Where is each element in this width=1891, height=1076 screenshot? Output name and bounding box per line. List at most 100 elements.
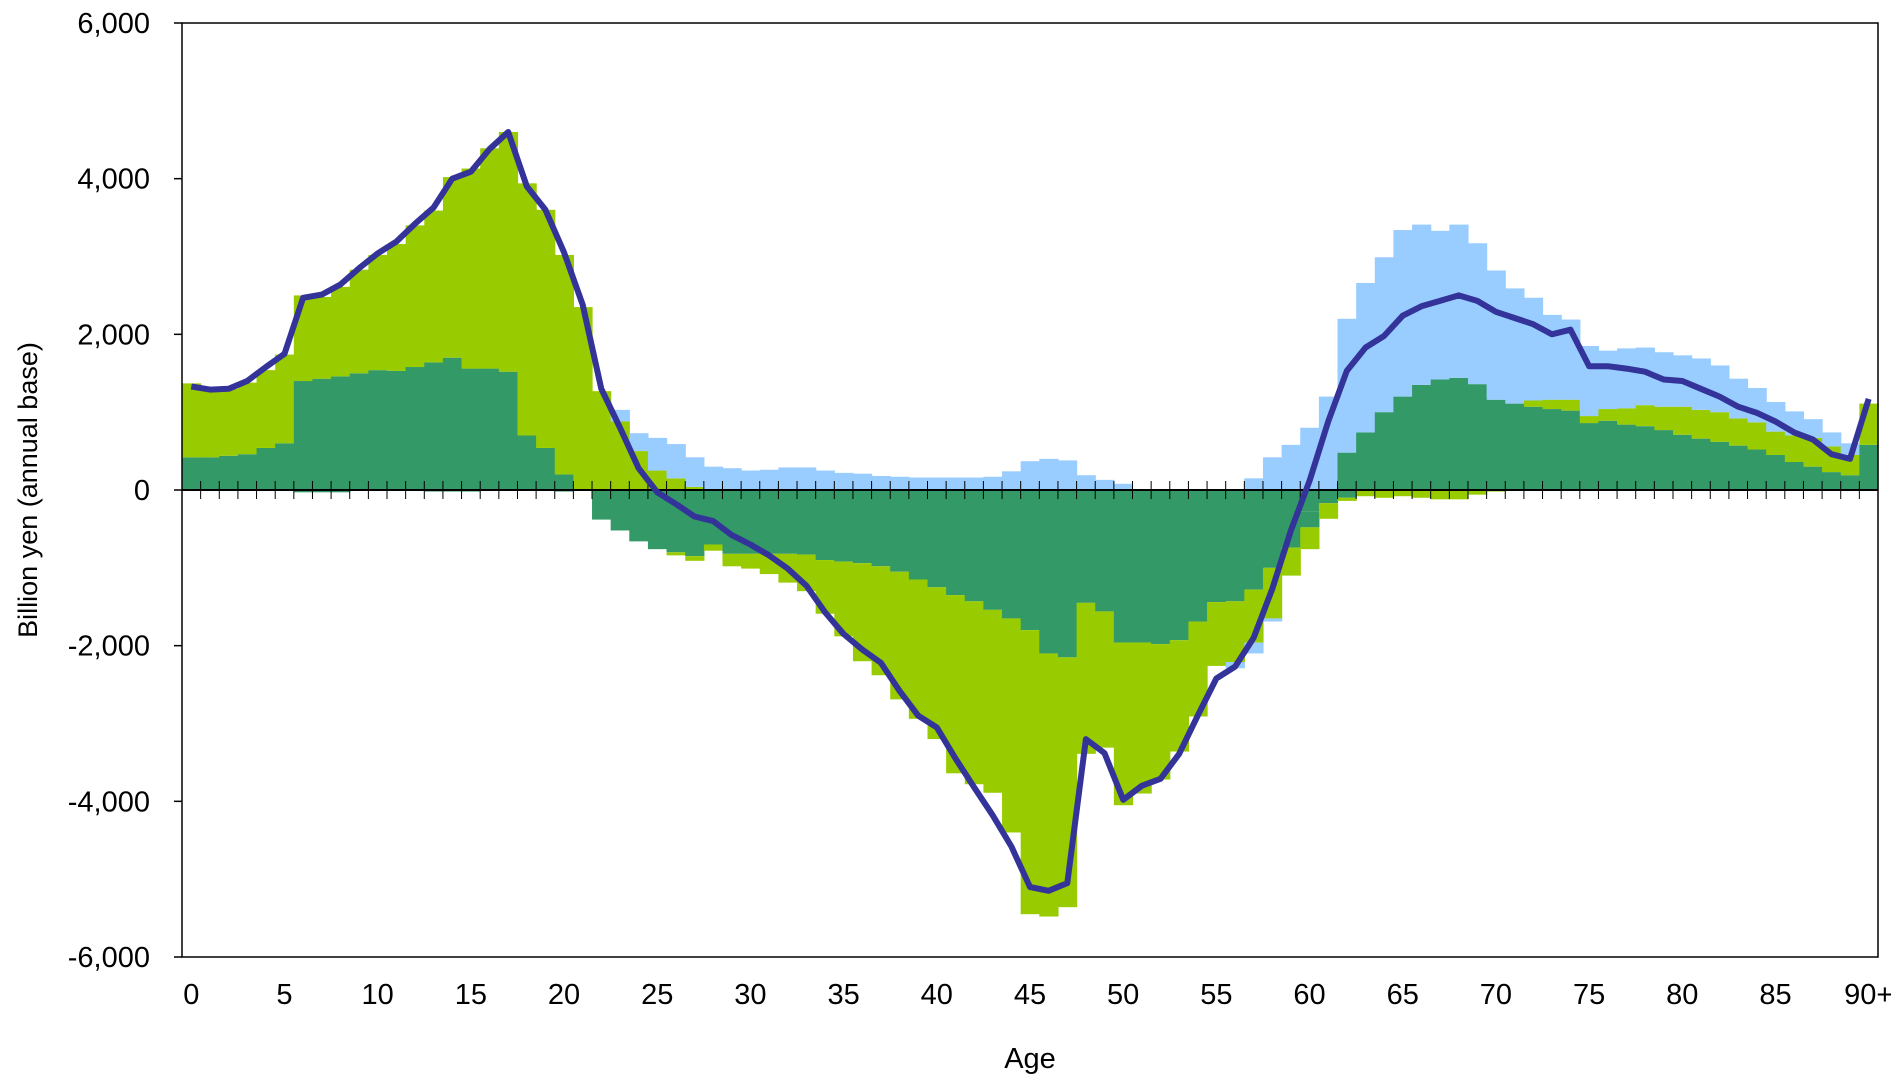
bar-series1-age-67 <box>1430 379 1450 490</box>
bar-series2-age-9 <box>349 269 369 374</box>
bar-series1-age-73 <box>1542 409 1562 490</box>
bar-series3-age-47 <box>1057 460 1078 490</box>
bar-series1-age-63 <box>1356 432 1376 490</box>
bar-series1-age-27 <box>685 490 705 557</box>
bar-series3-age-76 <box>1598 350 1618 410</box>
x-tick-label: 75 <box>1573 979 1605 1011</box>
bar-series2-age-11 <box>387 244 407 371</box>
bar-series3-age-31 <box>759 469 779 490</box>
bar-series3-age-32 <box>778 467 798 490</box>
bar-series1-age-58 <box>1262 490 1283 568</box>
bar-series1-age-68 <box>1449 377 1469 490</box>
bar-series2-neg-age-43 <box>983 609 1003 793</box>
bar-series2-age-8 <box>331 286 351 377</box>
bar-series1-age-29 <box>722 490 742 554</box>
bar-series2-neg-age-49 <box>1095 611 1115 748</box>
bar-series2-age-13 <box>424 210 444 363</box>
bar-series3-age-78 <box>1635 347 1655 406</box>
x-tick-label: 40 <box>921 979 953 1011</box>
bar-series1-age-7 <box>312 378 332 490</box>
bar-series1-age-89 <box>1840 475 1860 490</box>
bar-series1-age-2 <box>219 455 239 490</box>
bar-series1-age-90 <box>1859 444 1879 490</box>
bar-series2-age-83 <box>1728 418 1749 446</box>
bar-series2-age-14 <box>442 177 463 358</box>
bar-series2-age-27 <box>685 486 705 490</box>
bar-series1-age-77 <box>1617 424 1637 490</box>
bar-series1-age-44 <box>1002 490 1022 619</box>
bar-series1-age-31 <box>759 490 779 554</box>
bar-series2-neg-age-63 <box>1356 490 1376 497</box>
bar-series2-neg-age-54 <box>1188 621 1208 717</box>
bar-series1-age-10 <box>368 370 388 490</box>
bar-series3-age-46 <box>1039 458 1059 490</box>
bar-series2-age-2 <box>219 388 239 456</box>
bar-series1-age-9 <box>349 373 369 490</box>
bar-series2-age-86 <box>1784 435 1805 462</box>
bar-series3-age-72 <box>1523 297 1544 401</box>
bar-series1-age-65 <box>1393 396 1413 490</box>
bar-series3-age-23 <box>610 409 630 422</box>
bar-series3-age-82 <box>1710 365 1730 413</box>
bar-series1-neg-age-8 <box>331 490 351 493</box>
bar-series1-age-8 <box>331 376 351 490</box>
bar-series2-age-16 <box>480 148 500 369</box>
bar-series1-neg-age-62 <box>1337 490 1357 498</box>
bar-series2-age-74 <box>1561 399 1581 411</box>
bar-series3-age-45 <box>1020 461 1040 490</box>
bar-series3-age-25 <box>647 437 668 471</box>
bar-series1-age-87 <box>1803 466 1823 490</box>
bar-series2-neg-age-65 <box>1393 490 1413 497</box>
y-tick-label: -4,000 <box>68 786 150 818</box>
x-tick-label: 5 <box>276 979 292 1011</box>
bar-series1-age-16 <box>480 368 500 490</box>
bar-series1-age-56 <box>1225 490 1245 602</box>
bar-series1-age-45 <box>1020 490 1040 631</box>
bar-series2-neg-age-28 <box>703 544 724 551</box>
bar-series2-neg-age-34 <box>815 560 835 614</box>
bar-series3-age-36 <box>852 473 873 490</box>
bar-series2-age-1 <box>200 388 220 458</box>
bar-series1-age-6 <box>293 381 314 490</box>
bar-series3-age-87 <box>1803 419 1823 438</box>
bar-series1-age-18 <box>517 435 537 490</box>
bar-series2-age-12 <box>405 225 425 368</box>
y-axis-title: Billion yen (annual base) <box>13 342 43 638</box>
bar-series1-neg-age-61 <box>1318 490 1339 504</box>
bar-series3-neg-age-58 <box>1262 618 1283 622</box>
bar-series2-neg-age-48 <box>1076 602 1096 754</box>
bar-series1-age-36 <box>852 490 873 564</box>
bar-series3-age-29 <box>722 468 742 490</box>
bar-series2-age-79 <box>1654 406 1674 431</box>
bar-series3-age-58 <box>1262 457 1283 490</box>
bar-series2-age-22 <box>592 391 612 490</box>
bar-series1-age-48 <box>1076 490 1096 603</box>
bar-series3-age-30 <box>741 470 761 490</box>
bar-series1-age-14 <box>442 357 463 490</box>
bar-series3-age-43 <box>983 476 1003 490</box>
bar-series1-age-46 <box>1039 490 1059 654</box>
bar-series2-age-26 <box>666 478 686 490</box>
bar-series2-age-5 <box>275 354 295 444</box>
bar-series2-age-15 <box>461 168 481 369</box>
bar-series2-age-21 <box>573 307 593 490</box>
bar-series2-neg-age-59 <box>1281 547 1301 576</box>
bar-series3-age-27 <box>685 457 705 487</box>
bar-series2-age-82 <box>1710 412 1730 442</box>
x-tick-label: 50 <box>1107 979 1139 1011</box>
bar-series1-neg-age-6 <box>293 490 314 493</box>
bar-series1-age-78 <box>1635 426 1655 490</box>
bar-series2-age-20 <box>554 254 574 475</box>
bar-series1-age-55 <box>1207 490 1227 603</box>
bar-series2-neg-age-41 <box>946 595 966 774</box>
bar-series1-age-19 <box>536 447 556 490</box>
x-tick-label: 90+ <box>1844 979 1891 1011</box>
bar-series1-age-51 <box>1132 490 1152 643</box>
bar-series2-neg-age-40 <box>927 587 947 740</box>
bar-series2-age-81 <box>1691 409 1711 439</box>
bar-series1-age-81 <box>1691 438 1711 490</box>
bar-series2-age-4 <box>256 370 276 448</box>
bar-series1-age-34 <box>815 490 835 561</box>
bars-layer <box>182 131 1879 917</box>
